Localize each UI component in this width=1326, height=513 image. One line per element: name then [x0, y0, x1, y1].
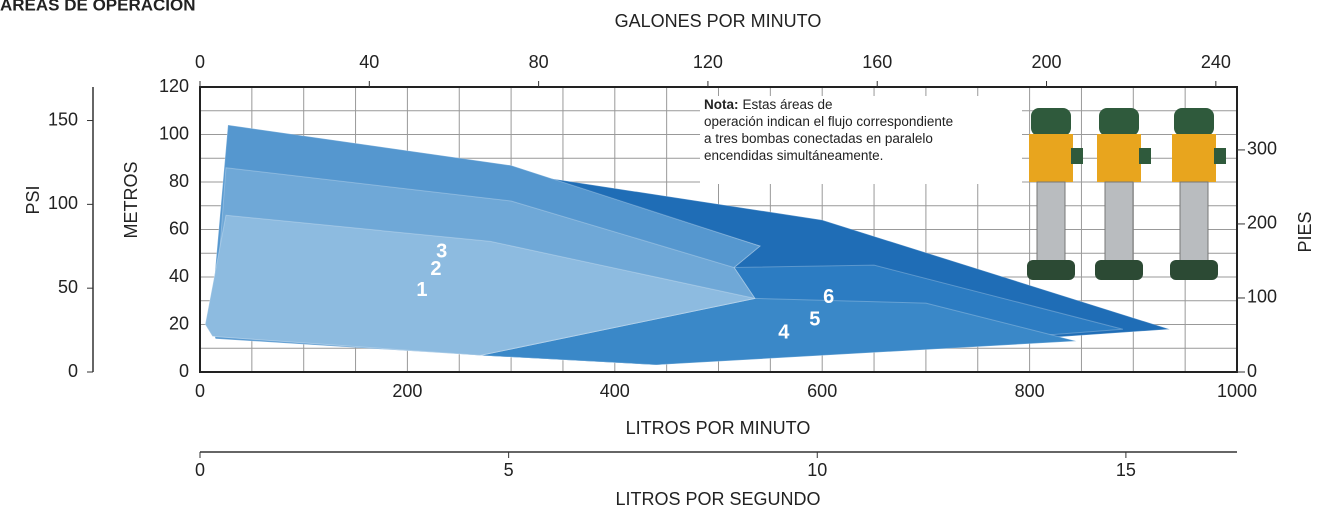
lps-tick-label: 5 — [504, 460, 514, 480]
pump-body — [1036, 181, 1066, 263]
note-title: Nota: — [704, 97, 739, 112]
pump-cap — [1031, 108, 1071, 136]
note-line: a tres bombas conectadas en paralelo — [704, 131, 933, 146]
pump-motor — [1172, 134, 1216, 182]
top-tick-label: 200 — [1032, 52, 1062, 72]
area-label: 6 — [823, 286, 834, 308]
y-tick-label: 80 — [169, 171, 189, 191]
area-label: 3 — [436, 240, 447, 262]
top-axis-title: GALONES POR MINUTO — [615, 11, 822, 31]
y-tick-label: 20 — [169, 313, 189, 333]
pump-body — [1104, 181, 1134, 263]
note: Nota: Estas áreas de operación indican el … — [704, 97, 953, 163]
psi-tick-label: 100 — [48, 193, 78, 213]
top-tick-label: 240 — [1201, 52, 1231, 72]
top-tick-label: 120 — [693, 52, 723, 72]
pump-base — [1095, 260, 1143, 280]
pies-tick-label: 0 — [1247, 361, 1257, 381]
psi-axis-title: PSI — [23, 185, 43, 214]
lps-tick-label: 15 — [1116, 460, 1136, 480]
pump-cap — [1099, 108, 1139, 136]
chart-title: ÁREAS DE OPERACIÓN — [0, 0, 196, 14]
pies-tick-label: 300 — [1247, 139, 1277, 159]
pies-tick-label: 200 — [1247, 213, 1277, 233]
pump-image — [1170, 108, 1226, 280]
psi-tick-label: 150 — [48, 109, 78, 129]
y-tick-label: 120 — [159, 76, 189, 96]
pump-box — [1071, 148, 1083, 164]
area — [479, 297, 1077, 366]
area-label: 1 — [416, 279, 427, 301]
lps-tick-label: 0 — [195, 460, 205, 480]
x-tick-label: 400 — [600, 381, 630, 401]
pies-axis-title: PIES — [1295, 211, 1315, 252]
x-tick-label: 200 — [392, 381, 422, 401]
pump-body — [1179, 181, 1209, 263]
plot-frame — [199, 86, 1238, 373]
area-label: 5 — [809, 308, 820, 330]
lps-tick-label: 10 — [807, 460, 827, 480]
psi-tick-label: 0 — [68, 361, 78, 381]
area-label: 4 — [778, 322, 790, 344]
pump-motor — [1097, 134, 1141, 182]
area — [204, 214, 755, 356]
pump-cap — [1174, 108, 1214, 136]
note-line: encendidas simultáneamente. — [704, 148, 883, 163]
note-line: operación indican el flujo correspondien… — [704, 114, 953, 129]
psi-tick-label: 50 — [58, 277, 78, 297]
x-tick-label: 800 — [1015, 381, 1045, 401]
pump-box — [1139, 148, 1151, 164]
top-tick-label: 0 — [195, 52, 205, 72]
top-tick-label: 40 — [359, 52, 379, 72]
pump-box — [1214, 148, 1226, 164]
top-tick-label: 80 — [529, 52, 549, 72]
pump-image — [1095, 108, 1151, 280]
x-tick-label: 1000 — [1217, 381, 1257, 401]
y-tick-label: 60 — [169, 218, 189, 238]
pump-motor — [1029, 134, 1073, 182]
pies-tick-label: 100 — [1247, 287, 1277, 307]
y-tick-label: 0 — [179, 361, 189, 381]
note-line: Estas áreas de — [743, 97, 833, 112]
pump-base — [1027, 260, 1075, 280]
y-axis-title: METROS — [121, 161, 141, 238]
lps-axis-title: LITROS POR SEGUNDO — [615, 489, 820, 509]
top-tick-label: 160 — [862, 52, 892, 72]
y-tick-label: 100 — [159, 123, 189, 143]
pump-base — [1170, 260, 1218, 280]
pump-image — [1027, 108, 1083, 280]
x-axis-title: LITROS POR MINUTO — [626, 418, 811, 438]
x-tick-label: 0 — [195, 381, 205, 401]
note-background — [700, 96, 1022, 184]
y-tick-label: 40 — [169, 266, 189, 286]
area-label: 2 — [430, 258, 441, 280]
x-tick-label: 600 — [807, 381, 837, 401]
